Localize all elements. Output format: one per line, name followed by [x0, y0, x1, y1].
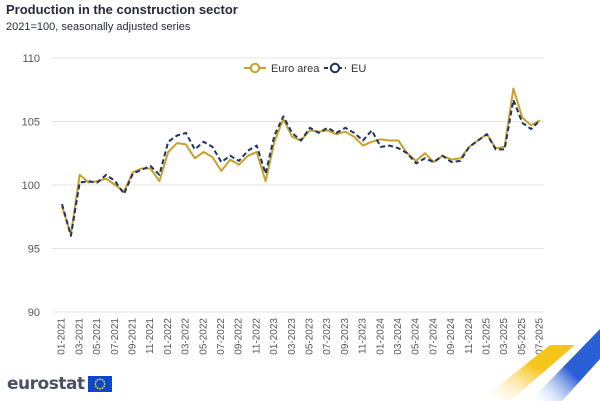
legend-marker: [249, 62, 261, 74]
x-tick-label: 07-2023: [322, 318, 333, 355]
x-tick-label: 09-2023: [340, 318, 351, 355]
x-tick-label: 03-2022: [181, 318, 192, 355]
x-tick-label: 09-2024: [446, 318, 457, 355]
brand-name: eurostat: [7, 374, 85, 394]
y-tick-label: 110: [22, 53, 40, 65]
y-tick-label: 100: [22, 180, 40, 192]
x-tick-label: 09-2021: [127, 318, 138, 355]
legend-marker: [329, 62, 341, 74]
x-tick-label: 05-2023: [304, 318, 315, 355]
x-tick-label: 01-2022: [163, 318, 174, 355]
legend-label-euro-area: Euro area: [271, 63, 320, 75]
x-tick-label: 11-2022: [251, 318, 262, 354]
eurostat-corner-graphic: [480, 329, 600, 401]
x-tick-label: 01-2025: [482, 318, 493, 355]
x-tick-label: 01-2021: [57, 318, 68, 355]
series-line-euro-area: [61, 87, 541, 236]
x-tick-label: 01-2023: [269, 318, 280, 355]
chart-subtitle: 2021=100, seasonally adjusted series: [6, 21, 191, 33]
legend-label-eu: EU: [351, 63, 366, 75]
x-tick-label: 05-2025: [517, 318, 528, 355]
x-tick-label: 05-2024: [411, 318, 422, 355]
eurostat-logo: eurostat: [7, 374, 112, 394]
eu-flag-icon: [87, 376, 112, 392]
x-tick-label: 03-2023: [287, 318, 298, 355]
x-tick-label: 09-2022: [234, 318, 245, 355]
x-tick-label: 11-2023: [358, 318, 369, 354]
x-tick-label: 05-2022: [198, 318, 209, 355]
x-tick-label: 11-2024: [464, 318, 475, 354]
x-tick-label: 07-2024: [428, 318, 439, 355]
chart-title: Production in the construction sector: [6, 2, 238, 17]
x-tick-label: 03-2025: [499, 318, 510, 355]
x-tick-label: 07-2021: [110, 318, 121, 355]
x-tick-label: 01-2024: [375, 318, 386, 355]
y-tick-label: 95: [28, 244, 40, 256]
y-tick-label: 105: [22, 117, 40, 129]
series-line-eu: [61, 98, 541, 237]
x-tick-label: 11-2021: [145, 318, 156, 354]
x-tick-label: 07-2022: [216, 318, 227, 355]
y-tick-label: 90: [28, 307, 40, 319]
x-tick-label: 03-2024: [393, 318, 404, 355]
x-tick-label: 03-2021: [74, 318, 85, 355]
x-tick-label: 05-2021: [92, 318, 103, 355]
x-tick-label: 07-2025: [535, 318, 546, 355]
